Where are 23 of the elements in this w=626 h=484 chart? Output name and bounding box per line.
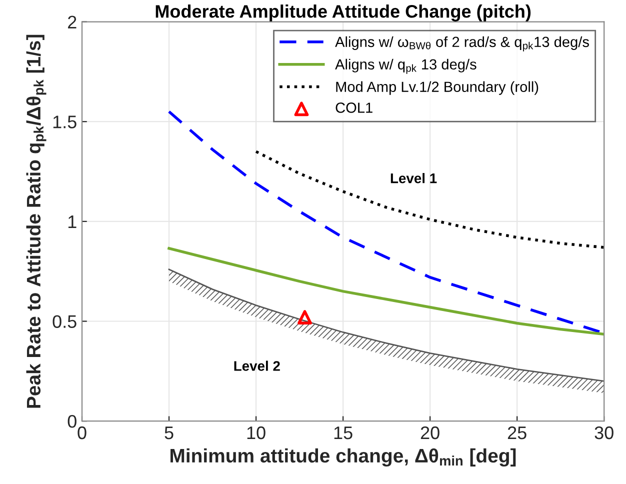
x-tick-label: 25 — [508, 426, 526, 440]
y-tick-label: 1 — [68, 216, 76, 228]
y-tick-label: 0.5 — [52, 315, 76, 328]
x-axis-title: Minimum attitude change, Δθ$_{min}$ [deg] — [170, 448, 516, 467]
annotation: Level 2 — [234, 360, 280, 371]
x-tick-label: 5 — [164, 426, 174, 440]
y-tick-label: 1.5 — [53, 116, 76, 128]
line-series — [254, 150, 604, 249]
x-tick-label: 20 — [420, 426, 440, 440]
annotation: Level 1 — [390, 173, 437, 184]
y-tick-label: 0 — [68, 415, 76, 428]
legend-label: Aligns w/ q$_{pk}$ 13 deg/s — [335, 58, 476, 74]
y-tick-label: 2 — [68, 16, 76, 28]
x-tick-label: 10 — [247, 426, 266, 440]
x-tick-label: 0 — [78, 426, 86, 440]
x-tick-label: 30 — [594, 426, 614, 440]
legend-label: COL1 — [336, 102, 372, 113]
line-series — [168, 246, 604, 336]
y-axis-title: Peak Rate to Attitude Ratio q$_{pk}$/Δθ$_{pk}$ [1/s] — [26, 34, 46, 408]
legend-label: Aligns w/ ω$_{BWθ}$ of 2 rad/s & q$_{pk}$13 deg/s — [335, 36, 589, 52]
x-tick-label: 15 — [334, 426, 352, 440]
chart-title: Moderate Amplitude Attitude Change (pitch) — [156, 4, 531, 22]
legend-label: Mod Amp Lv.1/2 Boundary (roll) — [336, 81, 538, 95]
